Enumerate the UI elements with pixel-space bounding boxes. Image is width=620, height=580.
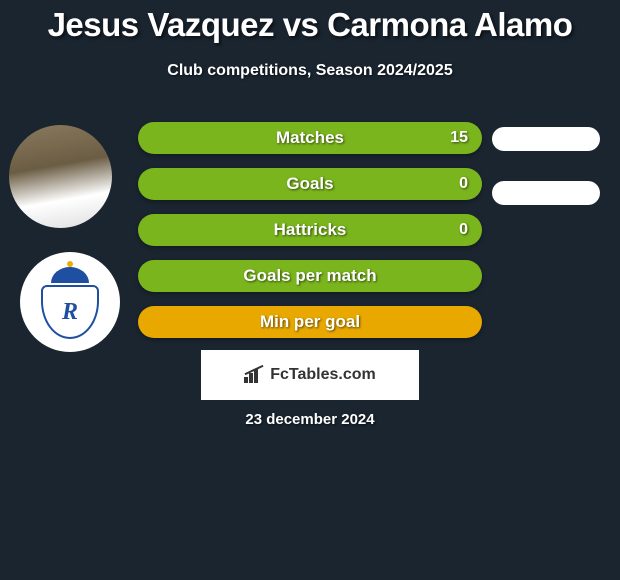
attribution-text: FcTables.com <box>270 366 376 384</box>
stat-row: Min per goal <box>138 306 482 338</box>
stat-value: 0 <box>459 221 468 239</box>
club-badge-graphic: R <box>41 267 99 337</box>
stat-label: Min per goal <box>260 312 360 332</box>
stat-bar-fill: Min per goal <box>138 306 482 338</box>
subtitle: Club competitions, Season 2024/2025 <box>0 62 620 80</box>
stat-label: Hattricks <box>274 220 347 240</box>
chart-icon <box>244 367 266 383</box>
stat-row: Goals 0 <box>138 168 482 200</box>
comparison-pill <box>492 127 600 151</box>
page-title: Jesus Vazquez vs Carmona Alamo <box>0 0 620 44</box>
attribution-box: FcTables.com <box>201 350 419 400</box>
stat-bar-fill: Matches 15 <box>138 122 482 154</box>
stat-value: 0 <box>459 175 468 193</box>
stat-value: 15 <box>450 129 468 147</box>
badge-crown-icon <box>51 267 89 283</box>
stat-bars: Matches 15 Goals 0 Hattricks 0 Goals per… <box>138 122 482 352</box>
badge-shield-icon: R <box>41 285 99 339</box>
stat-bar-fill: Goals 0 <box>138 168 482 200</box>
stat-bar-fill: Goals per match <box>138 260 482 292</box>
stat-row: Goals per match <box>138 260 482 292</box>
stat-label: Matches <box>276 128 344 148</box>
stat-bar-fill: Hattricks 0 <box>138 214 482 246</box>
stat-row: Hattricks 0 <box>138 214 482 246</box>
stat-label: Goals per match <box>243 266 376 286</box>
stat-row: Matches 15 <box>138 122 482 154</box>
comparison-pill <box>492 181 600 205</box>
club-badge: R <box>20 252 120 352</box>
date-text: 23 december 2024 <box>0 411 620 428</box>
comparison-pills <box>492 127 600 227</box>
player-avatar <box>9 125 112 228</box>
stat-label: Goals <box>286 174 333 194</box>
